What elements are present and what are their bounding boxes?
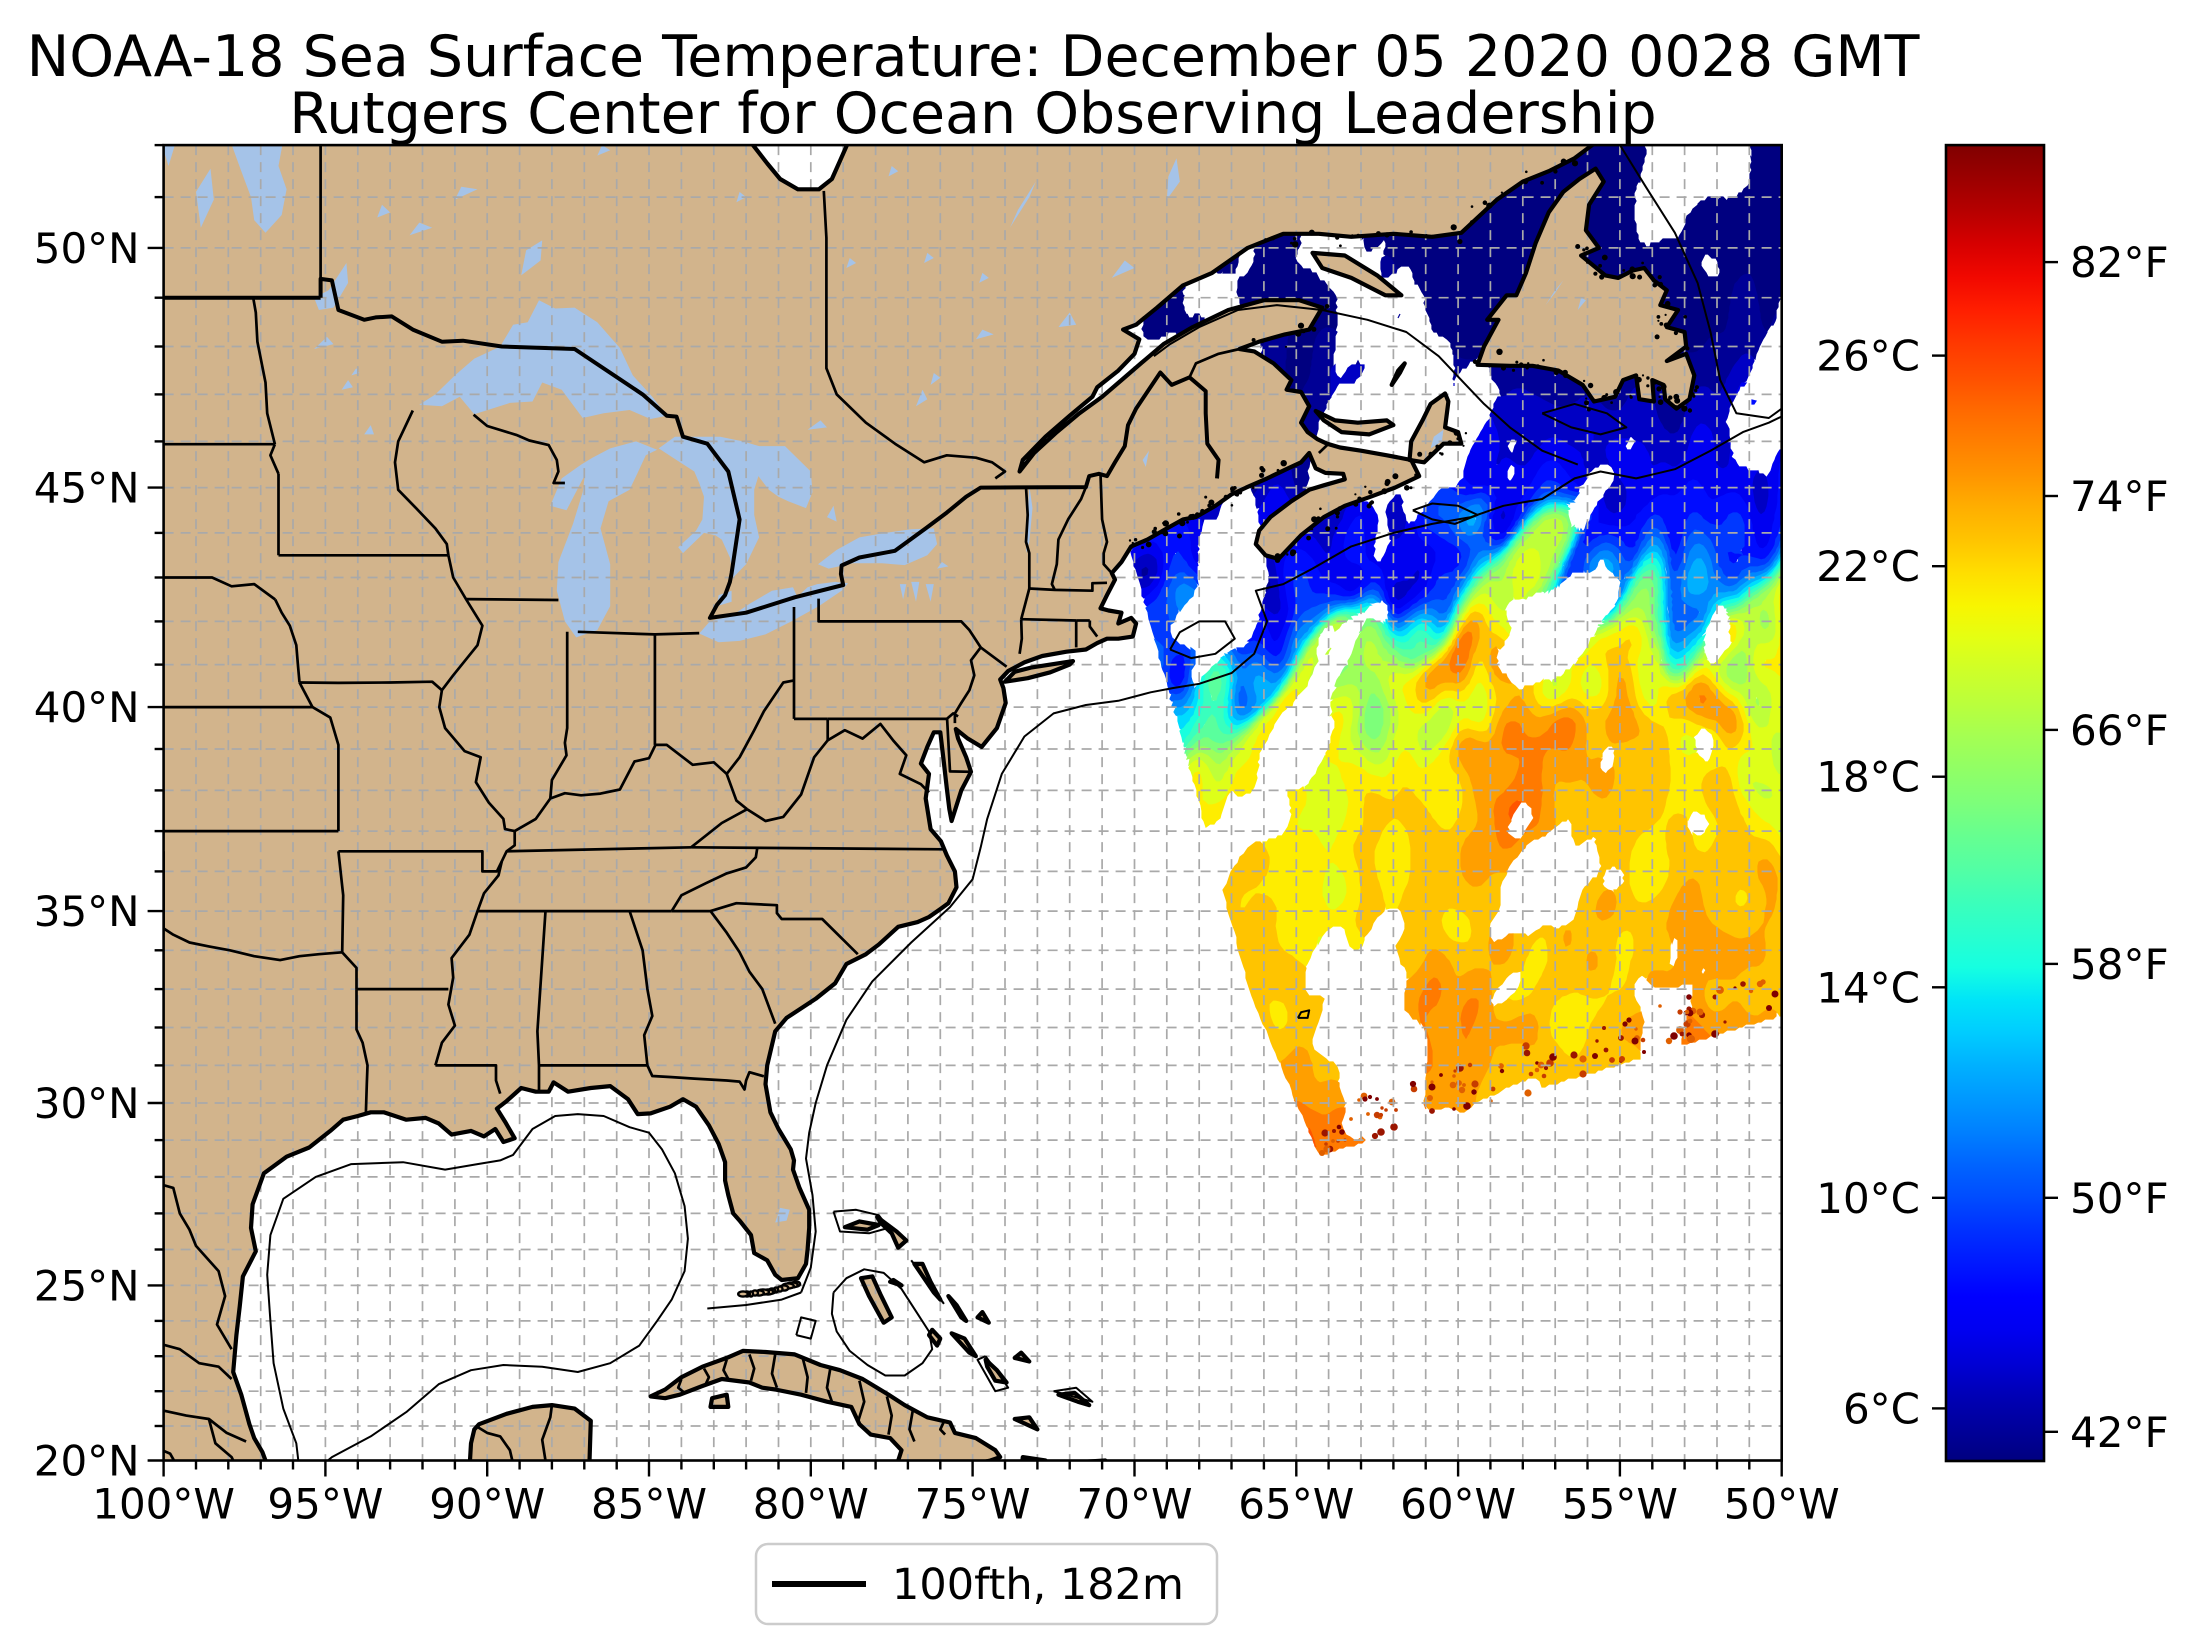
lon-tick-label: 80°W <box>753 1480 869 1529</box>
lon-tick-label: 75°W <box>915 1480 1031 1529</box>
colorbar: 26°C 22°C 18°C 14°C 10°C 6°C 82°F 74°F 66°F 58°F 5… <box>1816 143 2169 1463</box>
colorbar-f-label: 66°F <box>2070 706 2169 755</box>
bathymetry-contours <box>266 145 1782 1461</box>
lon-tick-label: 55°W <box>1562 1480 1678 1529</box>
colorbar-f-label: 42°F <box>2070 1408 2169 1457</box>
colorbar-gradient <box>1944 143 2046 1463</box>
colorbar-c-label: 26°C <box>1816 332 1920 381</box>
lon-tick-label: 100°W <box>92 1480 235 1529</box>
graticule <box>163 145 1782 1461</box>
legend: 100fth, 182m <box>754 1542 1219 1626</box>
country-border <box>163 276 1221 620</box>
colorbar-f-label: 50°F <box>2070 1174 2169 1223</box>
figure-title-line2: Rutgers Center for Ocean Observing Leade… <box>289 81 1656 147</box>
legend-label: 100fth, 182m <box>892 1560 1184 1610</box>
colorbar-f-label: 82°F <box>2070 238 2169 287</box>
colorbar-c-label: 18°C <box>1816 753 1920 802</box>
state-borders <box>163 145 1330 1461</box>
colorbar-c-label: 6°C <box>1843 1384 1920 1433</box>
lat-tick-label: 25°N <box>34 1261 140 1310</box>
lon-tick-label: 70°W <box>1077 1480 1193 1529</box>
colorbar-c-label: 14°C <box>1816 963 1920 1012</box>
lon-tick-label: 95°W <box>267 1480 383 1529</box>
rocky-coast-speckles <box>1128 158 1699 563</box>
lat-tick-label: 35°N <box>34 887 140 936</box>
colorbar-f-label: 74°F <box>2070 472 2169 521</box>
lat-tick-label: 30°N <box>34 1079 140 1128</box>
legend-box <box>754 1542 1219 1626</box>
lon-tick-label: 50°W <box>1724 1480 1840 1529</box>
lon-tick-label: 60°W <box>1400 1480 1516 1529</box>
colorbar-ticks <box>1932 260 2058 1434</box>
lat-tick-label: 40°N <box>34 683 140 732</box>
colorbar-f-label: 58°F <box>2070 940 2169 989</box>
lon-tick-label: 90°W <box>429 1480 545 1529</box>
lat-tick-label: 20°N <box>34 1437 140 1486</box>
lon-tick-label: 65°W <box>1238 1480 1354 1529</box>
lat-tick-label: 45°N <box>34 464 140 513</box>
lakes <box>163 145 1586 1223</box>
lon-tick-label: 85°W <box>591 1480 707 1529</box>
colorbar-c-label: 22°C <box>1816 542 1920 591</box>
axis-ticks <box>147 143 1783 1477</box>
sst-warm-speckles <box>1319 979 1779 1156</box>
colorbar-c-label: 10°C <box>1816 1174 1920 1223</box>
florida-keys <box>737 1280 802 1298</box>
figure-title-line1: NOAA-18 Sea Surface Temperature: Decembe… <box>27 24 1920 90</box>
lat-tick-label: 50°N <box>34 224 140 273</box>
